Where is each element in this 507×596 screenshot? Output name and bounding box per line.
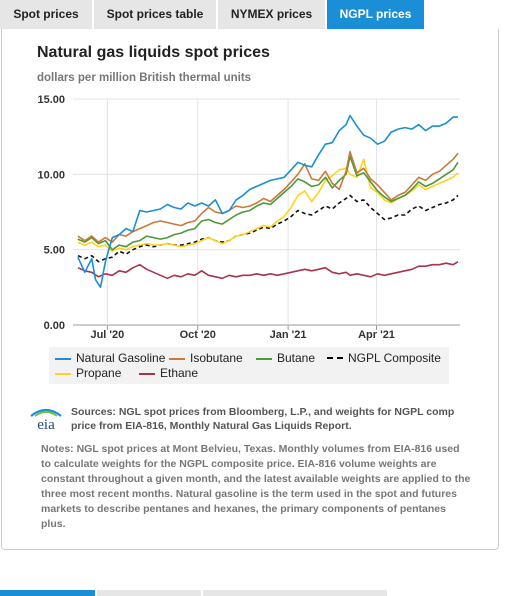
series-line-isobutane (77, 150, 459, 243)
x-tick-label: Apr '21 (358, 329, 395, 341)
legend-label: Propane (76, 366, 122, 380)
legend-swatch (55, 358, 71, 360)
tab-nymex-prices[interactable]: NYMEX prices (218, 0, 325, 29)
x-tick-label: Oct '20 (180, 329, 216, 341)
chart-notes: Notes: NGL spot prices at Mont Belvieu, … (41, 443, 471, 530)
legend-label: Isobutane (190, 351, 243, 365)
legend-swatch (55, 373, 71, 375)
bottom-tab-3[interactable] (203, 590, 387, 596)
tab-bar: Spot prices Spot prices table NYMEX pric… (0, 0, 507, 29)
legend-swatch (139, 373, 155, 375)
y-tick-label: 0.00 (44, 320, 65, 332)
series-line-ethane (77, 261, 459, 280)
bottom-tab-1[interactable] (0, 590, 95, 596)
y-tick-label: 15.00 (37, 94, 65, 106)
tab-ngpl-prices[interactable]: NGPL prices (327, 0, 424, 29)
chart-panel (1, 29, 499, 550)
series-line-butane (77, 155, 459, 251)
x-tick-label: Jul '20 (90, 329, 124, 341)
tab-spot-prices[interactable]: Spot prices (0, 0, 92, 29)
x-tick-label: Jan '21 (270, 329, 307, 341)
legend-swatch (169, 358, 185, 360)
tab-spot-prices-table[interactable]: Spot prices table (94, 0, 216, 29)
series-line-natural-gasoline (77, 114, 458, 289)
bottom-tab-2[interactable] (97, 590, 201, 596)
chart-title: Natural gas liquids spot prices (37, 44, 270, 61)
bottom-tab-bar (0, 590, 507, 596)
legend-label: Butane (277, 351, 316, 365)
series-line-ngpl-composite (77, 194, 459, 263)
line-chart: 15.00 10.00 5.00 0.00 Jul '20 Oct '20 Jan '21 A… (37, 94, 460, 341)
chart-legend: Natural Gasoline Isobutane Butane NGPL Comp… (49, 347, 449, 384)
eia-logo: eia (30, 408, 62, 432)
y-tick-label: 10.00 (37, 169, 65, 181)
chart-subtitle: dollars per million British thermal unit… (37, 72, 252, 84)
legend-label: Natural Gasoline (76, 351, 166, 365)
legend-swatch (327, 357, 343, 359)
y-tick-label: 5.00 (44, 245, 65, 257)
legend-swatch (256, 358, 272, 360)
svg-text:eia: eia (37, 417, 55, 432)
legend-label: Ethane (160, 366, 199, 380)
legend-label: NGPL Composite (348, 351, 441, 365)
series-line-propane (77, 158, 459, 252)
chart-sources: Sources: NGL spot prices from Bloomberg,… (71, 406, 455, 432)
